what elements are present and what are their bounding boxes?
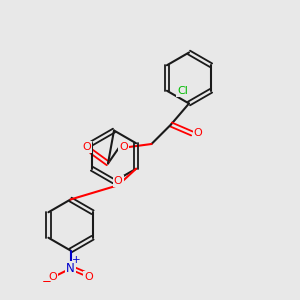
- Text: Cl: Cl: [177, 86, 188, 96]
- Text: O: O: [48, 272, 57, 283]
- Text: O: O: [194, 128, 202, 139]
- Text: +: +: [72, 255, 80, 266]
- Text: N: N: [66, 262, 75, 275]
- Text: O: O: [119, 142, 128, 152]
- Text: O: O: [82, 142, 91, 152]
- Text: −: −: [42, 274, 52, 288]
- Text: O: O: [114, 176, 122, 186]
- Text: O: O: [84, 272, 93, 283]
